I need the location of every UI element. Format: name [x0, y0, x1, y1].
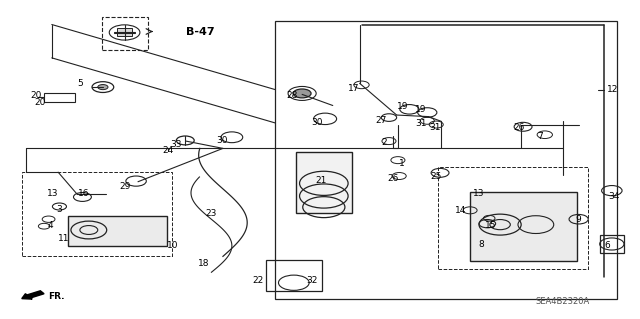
Text: 2: 2	[381, 137, 387, 146]
Bar	[275, 21, 617, 299]
Text: 31: 31	[415, 119, 427, 129]
Text: SEA4B2320A: SEA4B2320A	[536, 297, 590, 306]
Text: 9: 9	[576, 215, 582, 224]
Text: 30: 30	[216, 136, 228, 145]
Bar	[102, 17, 148, 50]
Text: 31: 31	[429, 123, 441, 132]
Bar	[266, 260, 322, 291]
Text: 3: 3	[56, 205, 62, 214]
Text: 8: 8	[478, 240, 484, 249]
Text: 32: 32	[307, 276, 318, 285]
Bar	[296, 152, 352, 213]
Text: 6: 6	[605, 241, 611, 250]
Text: 19: 19	[397, 102, 409, 111]
Text: B-47: B-47	[186, 26, 214, 36]
Text: 5: 5	[77, 79, 83, 88]
Bar	[600, 235, 624, 253]
Circle shape	[293, 89, 311, 98]
Text: 12: 12	[607, 85, 619, 94]
Text: 1: 1	[399, 159, 404, 168]
Bar	[470, 192, 577, 261]
Text: 20: 20	[35, 99, 46, 108]
Bar	[22, 172, 172, 256]
Text: 26: 26	[513, 123, 525, 132]
Text: 28: 28	[286, 92, 298, 100]
Text: 24: 24	[163, 146, 173, 155]
FancyArrow shape	[22, 291, 44, 299]
Text: 15: 15	[485, 221, 497, 230]
Bar	[438, 167, 588, 269]
Text: 26: 26	[388, 174, 399, 183]
Bar	[68, 216, 167, 246]
Text: 4: 4	[48, 221, 53, 230]
Text: 13: 13	[47, 189, 59, 198]
Text: 19: 19	[415, 105, 427, 114]
Text: 23: 23	[205, 209, 217, 218]
Text: 34: 34	[608, 192, 620, 202]
Text: 17: 17	[348, 85, 359, 93]
Text: 18: 18	[198, 259, 209, 268]
Text: 14: 14	[455, 206, 466, 215]
Text: 27: 27	[376, 116, 387, 125]
Text: FR.: FR.	[49, 292, 65, 300]
Text: 20: 20	[30, 91, 42, 100]
Text: 11: 11	[58, 234, 69, 243]
Text: 7: 7	[538, 132, 543, 141]
Text: 30: 30	[311, 117, 323, 127]
Bar	[117, 28, 132, 36]
Text: 25: 25	[431, 172, 442, 181]
Text: 16: 16	[78, 189, 90, 198]
Bar	[44, 93, 75, 102]
Text: 21: 21	[316, 176, 327, 185]
Text: 13: 13	[472, 189, 484, 198]
Text: 22: 22	[252, 276, 264, 285]
Text: 33: 33	[171, 140, 182, 149]
Text: 29: 29	[120, 182, 131, 191]
Text: 10: 10	[168, 241, 179, 250]
Circle shape	[98, 85, 108, 90]
